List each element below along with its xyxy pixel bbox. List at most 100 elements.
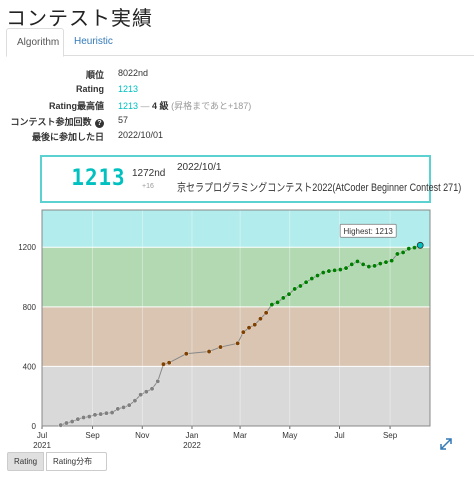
x-tick-label: Jan (186, 431, 199, 440)
x-tick-label: Jul (334, 431, 344, 440)
stat-row-last: 最後に参加した日 2022/10/01 (0, 130, 300, 146)
rating-point (252, 322, 258, 328)
rating-point (109, 410, 115, 415)
x-tick-label: Sep (85, 431, 100, 440)
y-tick-label: 0 (32, 422, 37, 431)
rating-point (86, 414, 92, 420)
tab-rating-graph[interactable]: Rating (7, 452, 44, 471)
tab-rating-distribution[interactable]: Rating分布 (46, 452, 107, 471)
rating-point (383, 259, 389, 265)
tooltip-text: Highest: 1213 (344, 227, 394, 236)
rating-point (218, 344, 223, 350)
rating-point (320, 270, 326, 275)
card-rating-diff: +16 (142, 183, 154, 190)
highest-kyu: 4 級 (152, 101, 169, 111)
stat-row-count: コンテスト参加回数 ? 57 (0, 115, 300, 131)
rank-value: 8022nd (118, 68, 149, 78)
rating-point (406, 246, 412, 252)
tab-heuristic[interactable]: Heuristic (74, 36, 113, 47)
rating-point (315, 273, 320, 278)
rating-point (132, 398, 138, 404)
rating-point (355, 258, 360, 264)
rank-label: 順位 (85, 70, 104, 80)
rating-point (138, 392, 144, 398)
rating-point (412, 245, 417, 251)
x-tick-year: 2021 (33, 441, 51, 450)
plot-frame (41, 209, 431, 427)
rating-point (183, 351, 189, 357)
rating-value: 1213 (118, 83, 139, 94)
count-value: 57 (118, 114, 129, 125)
rating-point (115, 406, 121, 412)
rating-point (280, 295, 286, 301)
rating-point (155, 378, 161, 384)
rating-point (416, 241, 424, 249)
count-label-group: コンテスト参加回数 ? (10, 115, 104, 128)
rating-point (372, 263, 377, 269)
rating-point (69, 419, 75, 424)
rating-point (349, 261, 355, 267)
rating-point (269, 302, 275, 307)
rating-point (263, 310, 269, 316)
rating-point (394, 251, 400, 257)
rating-point (258, 316, 263, 322)
rating-point (366, 264, 372, 270)
rating-point (246, 325, 252, 331)
y-tick-label: 1200 (18, 243, 36, 252)
rating-point (389, 258, 395, 264)
rating-point (309, 276, 315, 281)
rating-point (81, 415, 86, 420)
rating-point (303, 279, 309, 285)
last-value: 2022/10/01 (118, 130, 164, 140)
band-gray (42, 366, 430, 426)
highest-label: Rating最高値 (49, 101, 104, 111)
latest-contest-card: 1213 1272nd +16 2022/10/1 京セラプログラミングコンテス… (40, 155, 461, 203)
card-date: 2022/10/1 (177, 162, 222, 173)
stat-row-rating: Rating 1213 (0, 84, 300, 100)
card-contest-name[interactable]: 京セラプログラミングコンテスト2022(AtCoder Beginner Con… (177, 182, 462, 194)
rating-point (166, 360, 172, 366)
page-title: コンテスト実績 (6, 8, 153, 30)
band-green (42, 247, 430, 307)
rating-point (235, 340, 241, 346)
stat-row-rank: 順位 8022nd (0, 68, 300, 84)
expand-icon[interactable] (440, 438, 452, 450)
rating-point (58, 422, 64, 428)
rating-point (343, 265, 349, 271)
rating-point (297, 283, 303, 289)
rating-point (103, 410, 109, 416)
rating-point (75, 416, 81, 422)
tab-bar: Algorithm Heuristic (6, 28, 474, 57)
y-tick-label: 400 (23, 362, 37, 371)
rating-point (332, 267, 338, 273)
rating-chart: 0 400 800 1200 Jul 2021 Sep Nov Jan 2022 Mar May Jul… (0, 205, 474, 451)
x-tick-label: Jul (37, 431, 47, 440)
rating-point (98, 411, 104, 417)
stat-row-highest: Rating最高値 1213 — 4 級 (昇格まであと+187) (0, 99, 300, 115)
last-label: 最後に参加した日 (31, 132, 104, 142)
band-brown (42, 306, 430, 367)
highest-note: (昇格まであと+187) (171, 101, 252, 111)
rating-point (64, 420, 69, 426)
rating-point (240, 329, 246, 335)
rating-point (292, 286, 298, 292)
tooltip-box (339, 223, 397, 238)
rating-point (275, 299, 280, 305)
card-rank: 1272nd (132, 168, 166, 179)
tab-algorithm[interactable]: Algorithm (6, 28, 64, 57)
x-tick-label: Sep (383, 431, 398, 440)
rating-point (286, 291, 292, 297)
highest-value-group: 1213 — 4 級 (昇格まであと+187) (118, 99, 251, 112)
x-tick-label: May (282, 431, 297, 440)
help-icon[interactable]: ? (95, 118, 104, 128)
rating-point (126, 402, 132, 408)
rating-point (149, 386, 155, 392)
rating-point (143, 389, 149, 395)
x-tick-year: 2022 (183, 441, 201, 450)
rating-label: Rating (76, 83, 104, 94)
card-rating: 1213 (71, 166, 126, 191)
rating-point (377, 261, 383, 267)
y-tick-label: 800 (23, 303, 37, 312)
rating-point (360, 261, 366, 267)
